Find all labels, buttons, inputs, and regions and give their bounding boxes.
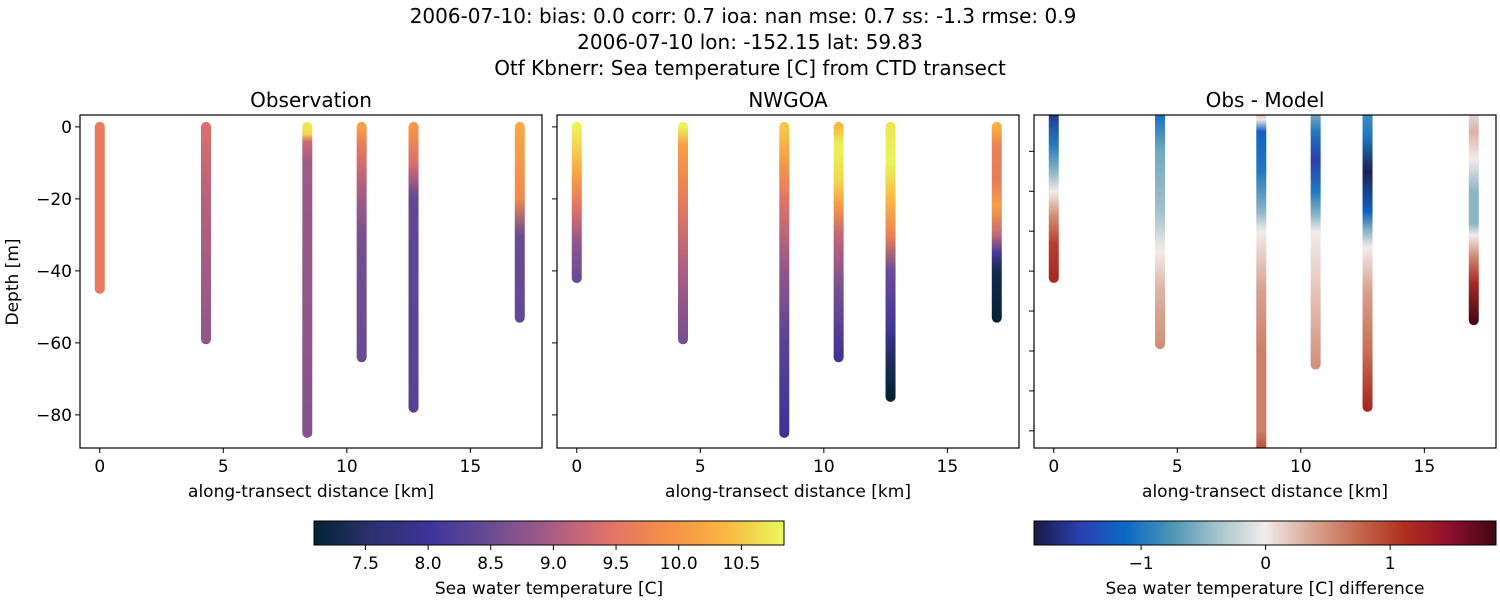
axes-frame xyxy=(1033,114,1497,449)
y-tick-label: 0 xyxy=(61,118,72,138)
x-tick-label: 10 xyxy=(336,457,358,477)
plot-area-2 xyxy=(1048,115,1479,448)
colorbar-tick-label: −1 xyxy=(1129,554,1154,574)
x-axis-label-obs-model: along-transect distance [km] xyxy=(1142,482,1388,502)
data-column xyxy=(885,121,896,402)
data-column xyxy=(678,121,688,345)
colorbar-tick-label: 1 xyxy=(1385,554,1396,574)
colorbar-tick-label: 9.5 xyxy=(603,554,630,574)
data-column xyxy=(833,121,844,363)
colorbar-tick-label: 8.0 xyxy=(415,554,442,574)
x-tick-label: 15 xyxy=(937,457,959,477)
x-tick-label: 5 xyxy=(1172,457,1183,477)
x-tick-label: 10 xyxy=(813,457,835,477)
data-column xyxy=(571,121,582,284)
colorbar-tick-label: 10.5 xyxy=(722,554,760,574)
data-column xyxy=(408,121,419,413)
colorbar-tick-label: 7.5 xyxy=(352,554,379,574)
colorbar-tick-label: 9.0 xyxy=(540,554,567,574)
x-tick-label: 5 xyxy=(695,457,706,477)
y-tick-label: −40 xyxy=(36,262,72,282)
data-column xyxy=(356,121,367,363)
data-column xyxy=(302,121,313,438)
y-axis-label: Depth [m] xyxy=(3,238,23,325)
y-tick-label: −20 xyxy=(36,190,72,210)
x-axis-label-nwgoa: along-transect distance [km] xyxy=(665,482,911,502)
x-tick-label: 0 xyxy=(571,457,582,477)
colorbar-balance xyxy=(1033,520,1497,546)
data-column xyxy=(779,121,790,438)
suptitle-line-1: 2006-07-10: bias: 0.0 corr: 0.7 ioa: nan… xyxy=(410,4,1077,28)
axes-frame xyxy=(556,114,1020,449)
x-tick-label: 5 xyxy=(218,457,229,477)
y-tick-label: −80 xyxy=(36,406,72,426)
data-column xyxy=(1256,115,1267,448)
suptitle-line-2: 2006-07-10 lon: -152.15 lat: 59.83 xyxy=(577,30,923,54)
panel-title-observation: Observation xyxy=(250,88,372,112)
data-column xyxy=(1362,115,1373,412)
x-tick-label: 15 xyxy=(460,457,482,477)
data-column xyxy=(514,121,525,323)
data-column xyxy=(201,121,211,345)
data-column xyxy=(94,121,105,294)
colorbar-tick-label: 10.0 xyxy=(660,554,698,574)
y-tick-label: −60 xyxy=(36,334,72,354)
colorbar-tick-label: 0 xyxy=(1260,554,1271,574)
axes-frame xyxy=(79,114,543,449)
data-column xyxy=(1468,115,1479,326)
x-tick-label: 15 xyxy=(1414,457,1436,477)
data-column xyxy=(1155,115,1165,350)
colorbar-label-difference: Sea water temperature [C] difference xyxy=(1105,579,1424,599)
plot-area-0 xyxy=(94,121,525,438)
data-column xyxy=(1310,115,1321,370)
data-column xyxy=(991,121,1002,323)
colorbar-thermal xyxy=(313,520,785,546)
x-axis-label-observation: along-transect distance [km] xyxy=(188,482,434,502)
data-column xyxy=(1048,115,1059,283)
x-tick-label: 10 xyxy=(1290,457,1312,477)
colorbar-tick-label: 8.5 xyxy=(477,554,504,574)
panel-title-nwgoa: NWGOA xyxy=(748,88,828,112)
plot-area-1 xyxy=(571,121,1002,438)
x-tick-label: 0 xyxy=(94,457,105,477)
x-tick-label: 0 xyxy=(1048,457,1059,477)
colorbar-label-temperature: Sea water temperature [C] xyxy=(435,579,663,599)
panel-title-obs-model: Obs - Model xyxy=(1206,88,1325,112)
suptitle-line-3: Otf Kbnerr: Sea temperature [C] from CTD… xyxy=(494,56,1006,80)
